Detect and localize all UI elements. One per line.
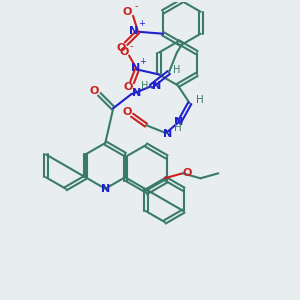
Text: N: N bbox=[174, 117, 183, 127]
Text: +: + bbox=[139, 19, 145, 28]
Text: O: O bbox=[116, 43, 126, 52]
Text: H: H bbox=[173, 65, 181, 76]
Text: N: N bbox=[163, 129, 172, 139]
Text: +: + bbox=[140, 57, 146, 66]
Text: O: O bbox=[119, 46, 129, 57]
Text: N: N bbox=[133, 88, 142, 98]
Text: N: N bbox=[101, 184, 110, 194]
Text: N: N bbox=[152, 81, 162, 92]
Text: H: H bbox=[141, 81, 149, 92]
Text: H: H bbox=[174, 123, 182, 133]
Text: -: - bbox=[129, 40, 133, 51]
Text: N: N bbox=[131, 64, 141, 74]
Text: H: H bbox=[196, 95, 204, 105]
Text: O: O bbox=[90, 86, 99, 96]
Text: O: O bbox=[122, 7, 132, 17]
Text: O: O bbox=[123, 82, 133, 92]
Text: O: O bbox=[122, 107, 132, 117]
Text: O: O bbox=[183, 168, 192, 178]
Text: N: N bbox=[129, 26, 139, 36]
Text: -: - bbox=[134, 1, 138, 11]
